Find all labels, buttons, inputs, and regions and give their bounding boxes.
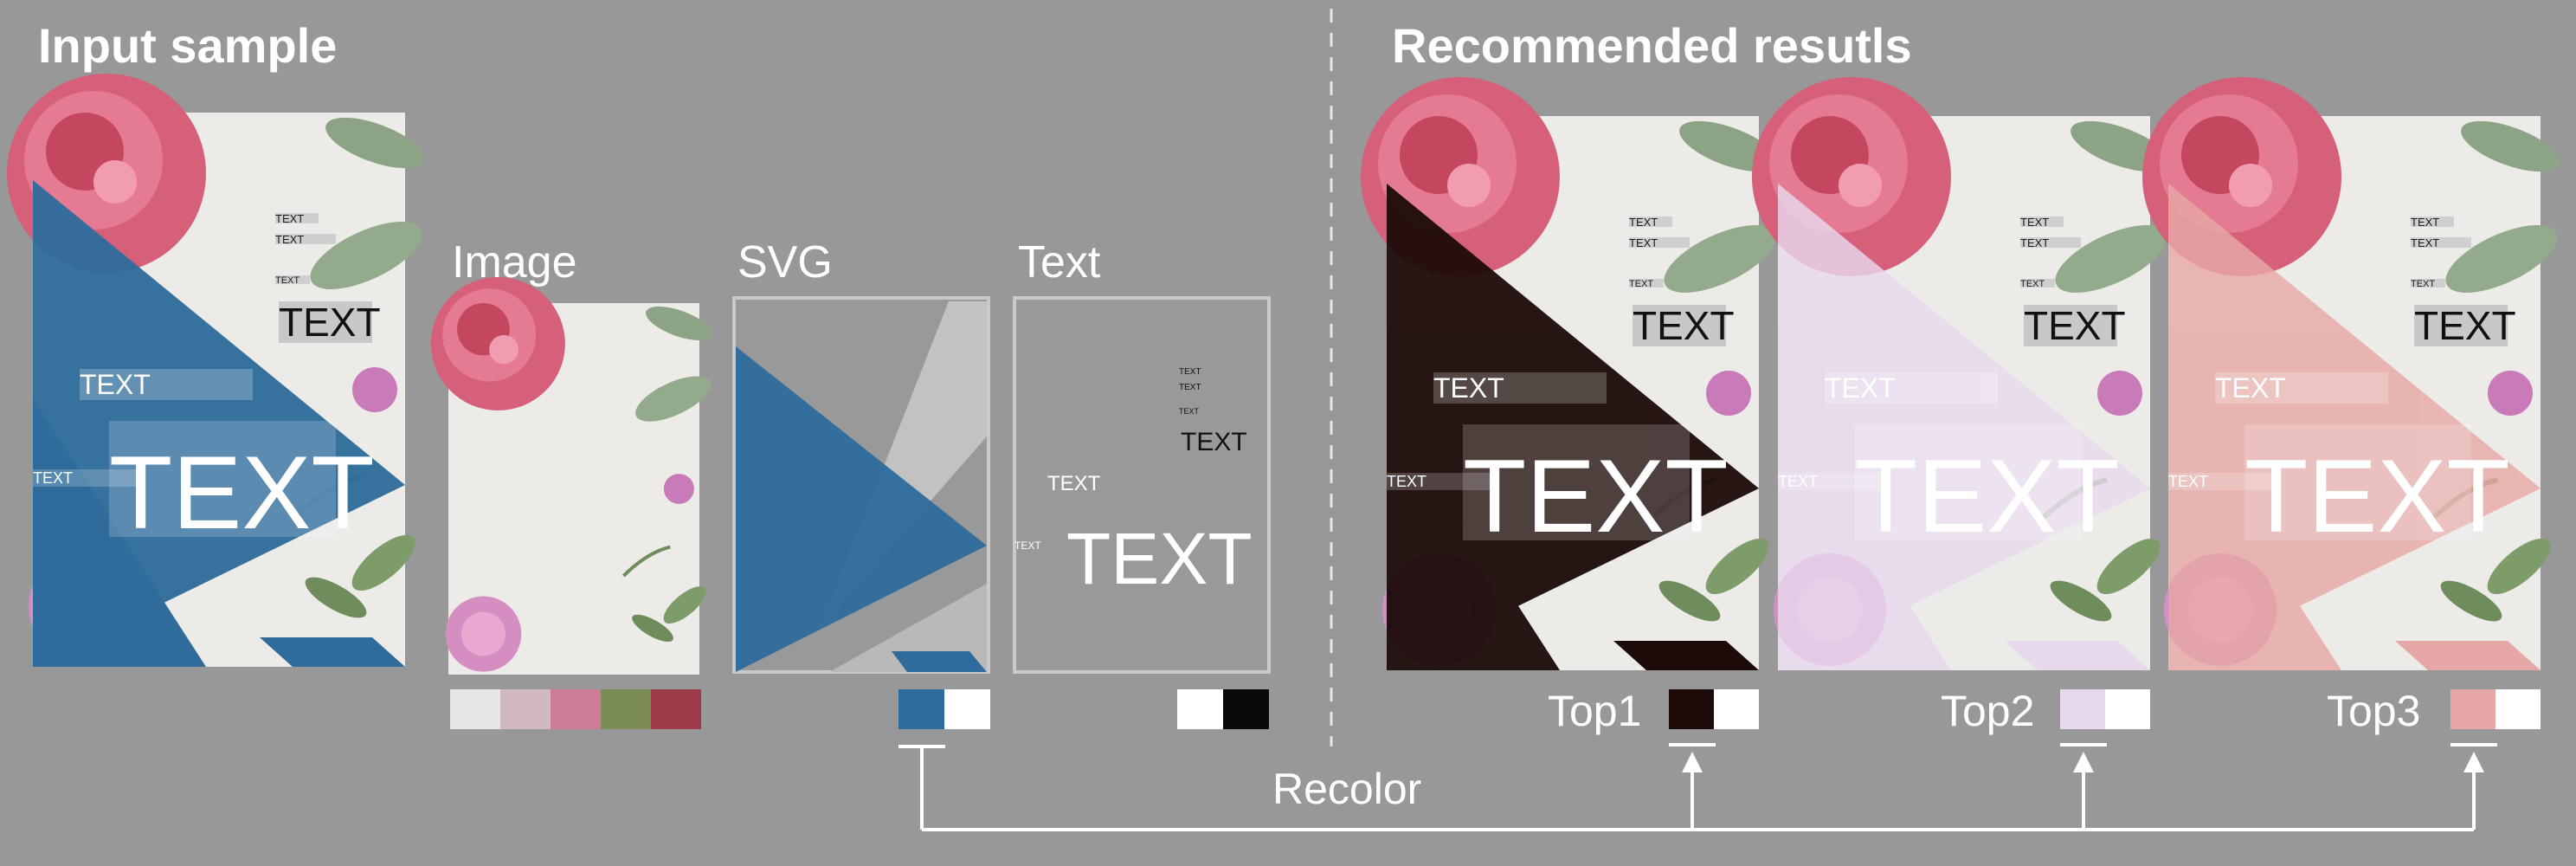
result-swatch-top3-2: [2496, 689, 2541, 729]
result-poster-top2: TEXT TEXT TEXT TEXT TEXT TEXT TEXT: [1752, 77, 2176, 670]
poster-text-dark: TEXT: [279, 300, 381, 345]
text-palette-swatch-2: [1223, 689, 1269, 729]
result-swatch-top2-1: [2060, 689, 2105, 729]
result-text-side: TEXT: [2168, 473, 2208, 490]
poster-text-tiny-2: TEXT: [275, 233, 304, 246]
result-text-large: TEXT: [2244, 438, 2510, 554]
result-label-top1: Top1: [1548, 687, 1641, 735]
poster-text-side: TEXT: [33, 469, 73, 487]
result-text-tiny-2: TEXT: [2411, 236, 2439, 249]
poster-triangle-lower: [33, 398, 206, 667]
arrowhead-top2: [2073, 752, 2094, 772]
text-layer-tiny-1: TEXT: [1179, 367, 1201, 377]
result-text-side: TEXT: [1387, 473, 1426, 490]
image-palette-swatch-2: [500, 689, 551, 729]
image-palette: [450, 689, 701, 729]
image-palette-swatch-5: [651, 689, 701, 729]
result-text-dark: TEXT: [2414, 303, 2516, 348]
image-palette-swatch-1: [450, 689, 500, 729]
poster-band: [260, 637, 405, 667]
result-text-tiny-3: TEXT: [2411, 279, 2435, 289]
result-band-top3: [2395, 641, 2541, 670]
text-palette: [1177, 689, 1269, 729]
text-layer-tiny-3: TEXT: [1179, 407, 1200, 416]
result-text-tiny-2: TEXT: [1629, 236, 1658, 249]
poster-text-large: TEXT: [109, 435, 375, 551]
results-section-title: Recommended resutls: [1392, 18, 1912, 73]
result-text-side: TEXT: [1778, 473, 1818, 490]
input-poster: TEXT TEXT TEXT TEXT TEXT TEXT TEXT: [7, 74, 431, 667]
svg-component-label: SVG: [737, 237, 833, 288]
result-swatch-top2-2: [2105, 689, 2150, 729]
poster-text-medium: TEXT: [80, 369, 151, 400]
result-text-tiny-3: TEXT: [1629, 279, 1653, 289]
recolor-flow: [898, 743, 2497, 831]
text-layer-dark: TEXT: [1181, 428, 1247, 456]
input-section-title: Input sample: [38, 18, 337, 73]
result-text-large: TEXT: [1854, 438, 2120, 554]
text-layer-medium: TEXT: [1047, 472, 1101, 495]
result-poster-top1: TEXT TEXT TEXT TEXT TEXT TEXT TEXT: [1361, 77, 1785, 670]
recolor-label: Recolor: [1272, 765, 1421, 813]
result-text-tiny-1: TEXT: [1629, 216, 1658, 229]
text-palette-swatch-1: [1177, 689, 1223, 729]
result-text-tiny-1: TEXT: [2411, 216, 2439, 229]
result-band-top2: [2005, 641, 2150, 670]
result-text-tiny-1: TEXT: [2020, 216, 2049, 229]
image-component: [431, 277, 718, 675]
result-text-large: TEXT: [1463, 438, 1729, 554]
result-text-tiny-3: TEXT: [2020, 279, 2045, 289]
svg-palette: [898, 689, 990, 729]
svg-palette-swatch-2: [944, 689, 990, 729]
result-text-medium: TEXT: [1433, 372, 1504, 404]
result-text-medium: TEXT: [2215, 372, 2286, 404]
text-component: TEXT TEXT TEXT TEXT TEXT TEXT TEXT: [1013, 296, 1271, 674]
result-label-top2: Top2: [1941, 687, 2034, 735]
result-swatch-top1-2: [1714, 689, 1759, 729]
result-text-dark: TEXT: [1633, 303, 1735, 348]
result-swatch-top1-1: [1669, 689, 1714, 729]
text-layer-tiny-2: TEXT: [1179, 383, 1201, 392]
result-swatch-top3-1: [2450, 689, 2496, 729]
result-label-top3: Top3: [2327, 687, 2420, 735]
result-band-top1: [1613, 641, 1759, 670]
arrowhead-top3: [2463, 752, 2484, 772]
text-layer-side: TEXT: [1014, 540, 1041, 552]
result-text-tiny-2: TEXT: [2020, 236, 2049, 249]
text-layer-large: TEXT: [1066, 518, 1253, 599]
recolor-arrowheads: [1682, 752, 2484, 772]
result-poster-top3: TEXT TEXT TEXT TEXT TEXT TEXT TEXT: [2142, 77, 2566, 670]
svg-palette-swatch-1: [898, 689, 944, 729]
image-palette-swatch-3: [551, 689, 601, 729]
result-text-medium: TEXT: [1825, 372, 1896, 404]
poster-text-tiny-3: TEXT: [275, 275, 299, 286]
result-text-dark: TEXT: [2024, 303, 2126, 348]
svg-component: [732, 296, 990, 674]
text-component-label: Text: [1018, 237, 1101, 288]
arrowhead-top1: [1682, 752, 1703, 772]
poster-text-tiny-1: TEXT: [275, 212, 304, 225]
image-palette-swatch-4: [601, 689, 651, 729]
